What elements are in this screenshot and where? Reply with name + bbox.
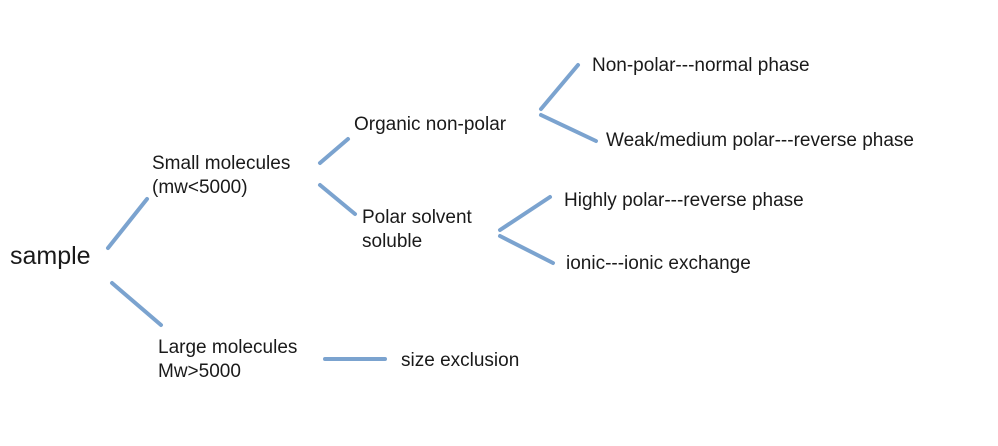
node-large-molecules-line-1: Large molecules [158,337,298,358]
connector-sample-small [106,197,149,250]
connector-small-polar [318,183,357,216]
node-sample: sample [10,242,91,270]
leaf-non-polar-normal-phase: Non-polar---normal phase [592,55,810,76]
node-polar-solvent-line-2: soluble [362,230,423,252]
node-polar-solvent-soluble: Polar solvent soluble [362,206,472,254]
node-organic-non-polar: Organic non-polar [354,114,507,135]
connector-polar-highly [498,195,552,232]
leaf-size-exclusion: size exclusion [401,350,520,371]
leaf-ionic-exchange: ionic---ionic exchange [566,253,751,274]
node-large-molecules-line-2: Mw>5000 [158,360,241,382]
connector-sample-large [110,281,163,327]
node-small-molecules-line-1: Small molecules [152,153,291,174]
connector-organic-nonpolar [539,63,580,111]
connector-organic-weak [539,113,598,143]
node-large-molecules: Large molecules Mw>5000 [158,336,297,384]
node-small-molecules-line-2: (mw<5000) [152,176,248,198]
leaf-weak-medium-polar-reverse-phase: Weak/medium polar---reverse phase [606,130,914,151]
connector-small-organic [318,137,350,165]
connector-polar-ionic [498,234,555,265]
node-small-molecules: Small molecules (mw<5000) [152,152,290,200]
node-polar-solvent-line-1: Polar solvent [362,207,472,228]
leaf-highly-polar-reverse-phase: Highly polar---reverse phase [564,190,804,211]
